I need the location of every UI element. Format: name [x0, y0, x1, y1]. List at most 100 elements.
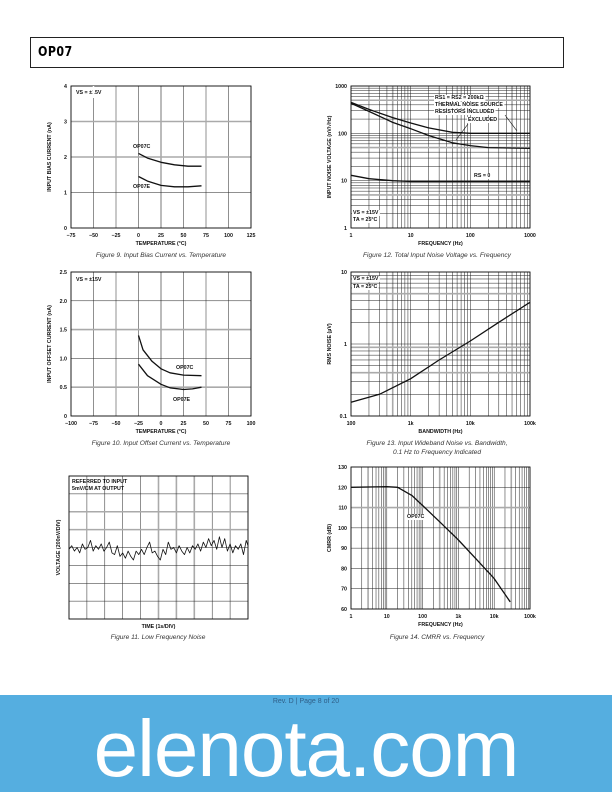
y-tick-label: 90: [341, 546, 347, 552]
figure-caption: Figure 13. Input Wideband Noise vs. Band…: [366, 440, 507, 447]
x-tick-label: 125: [247, 233, 256, 239]
chart-annotation: REFERRED TO INPUT: [72, 479, 128, 485]
y-tick-label: 1: [344, 342, 347, 348]
x-tick-label: 1k: [455, 614, 461, 620]
figure-caption-line2: 0.1 Hz to Frequency Indicated: [393, 449, 481, 456]
figure-caption: Figure 10. Input Offset Current vs. Temp…: [92, 440, 231, 447]
chart-annotation: OP07C: [176, 365, 194, 371]
chart-annotation: VS = ±15V: [353, 276, 379, 282]
series-line-0: [137, 335, 202, 377]
x-tick-label: −75: [89, 421, 98, 427]
chart-figure-12: 1 10 100 1000 1 10 100 1000 FREQUENCY (Hz) INPUT …: [326, 84, 536, 259]
y-tick-label: 0.1: [340, 414, 347, 420]
annotation-background: [473, 173, 492, 179]
annotation-background: [352, 210, 380, 216]
annotation-background: [352, 217, 379, 223]
chart-annotation: OP07C: [407, 514, 425, 520]
x-tick-label: −50: [112, 421, 121, 427]
annotation-background: [434, 95, 486, 101]
x-tick-label: 0: [137, 233, 140, 239]
x-tick-label: −25: [112, 233, 121, 239]
x-tick-label: 75: [203, 233, 209, 239]
arrow-included: [504, 114, 518, 132]
x-tick-label: 50: [203, 421, 209, 427]
x-tick-label: 100: [247, 421, 256, 427]
x-tick-label: 25: [181, 421, 187, 427]
x-tick-label: 10: [384, 614, 390, 620]
x-tick-label: 100: [418, 614, 427, 620]
x-tick-label: 1k: [408, 421, 414, 427]
annotation-background: [434, 102, 505, 108]
y-tick-label: 1: [344, 226, 347, 232]
x-axis-label: FREQUENCY (Hz): [418, 622, 463, 628]
annotation-background: [406, 514, 426, 520]
y-tick-label: 120: [338, 485, 347, 491]
plot-frame: [350, 85, 531, 229]
series-line-2: [350, 174, 530, 183]
y-tick-label: 4: [64, 84, 67, 90]
chart-annotation: VS = ±15V: [76, 277, 102, 283]
y-tick-label: 0: [64, 226, 67, 232]
chart-annotation: THERMAL NOISE SOURCE: [435, 102, 503, 108]
plot-frame: [350, 466, 531, 610]
chart-annotation: RS1 = RS2 = 200kΩ: [435, 95, 484, 101]
x-tick-label: 50: [181, 233, 187, 239]
x-tick-label: 1: [350, 233, 353, 239]
series-line-0: [68, 536, 249, 561]
series-line-0: [350, 101, 530, 134]
annotation-background: [352, 276, 380, 282]
y-axis-label: INPUT OFFSET CURRENT (nA): [47, 305, 53, 383]
y-tick-label: 0.5: [60, 385, 67, 391]
series-line-1: [350, 102, 531, 150]
y-tick-label: 10: [341, 179, 347, 185]
x-tick-label: −50: [89, 233, 98, 239]
chart-annotation: OP07C: [133, 144, 151, 150]
figure-caption: Figure 11. Low Frequency Noise: [111, 634, 206, 641]
figure-caption: Figure 9. Input Bias Current vs. Tempera…: [96, 252, 227, 259]
series-line-1: [137, 363, 202, 391]
chart-figure-13: 100 1k 10k 100k 0.1 1 10 BANDWIDTH (Hz) RMS NOIS…: [327, 270, 536, 456]
chart-figure-11: TIME (1s/DIV) VOLTAGE (200nV/DIV) REFERRED…: [56, 475, 249, 641]
x-tick-label: 10k: [490, 614, 499, 620]
arrow-excluded: [455, 123, 469, 141]
chart-annotation: RS = 0: [474, 173, 490, 179]
x-axis-label: TIME (1s/DIV): [142, 624, 176, 630]
y-tick-label: 3: [64, 120, 67, 126]
x-tick-label: 1000: [524, 233, 536, 239]
x-tick-label: 10: [408, 233, 414, 239]
x-tick-label: 100: [466, 233, 475, 239]
x-tick-label: 100: [347, 421, 356, 427]
chart-annotation: OP07E: [133, 184, 151, 190]
chart-annotation: EXCLUDED: [468, 117, 497, 123]
y-tick-label: 100: [338, 131, 347, 137]
x-axis-label: TEMPERATURE (°C): [136, 241, 187, 247]
y-axis-label: CMRR (dB): [327, 524, 333, 552]
chart-figure-14: 1 10 100 1k 10k 100k60708090100110120130FREQU…: [327, 465, 536, 641]
x-axis-label: BANDWIDTH (Hz): [418, 429, 462, 435]
plot-frame: [350, 271, 531, 417]
y-tick-label: 1.0: [60, 356, 67, 362]
chart-annotation: RESISTORS INCLUDED: [435, 109, 495, 115]
x-tick-label: 100k: [524, 614, 536, 620]
y-tick-label: 80: [341, 566, 347, 572]
chart-figure-9: −75 −50 −25 0 25 50 75 100 125 0 1 2 3 4 TEMPERATURE (…: [47, 84, 255, 259]
part-number-title: OP07: [38, 45, 73, 60]
x-tick-label: 10k: [466, 421, 475, 427]
y-tick-label: 2: [64, 155, 67, 161]
series-line-0: [350, 301, 531, 403]
annotation-background: [467, 117, 499, 123]
header-box: OP07: [30, 37, 564, 68]
y-tick-label: 60: [341, 607, 347, 613]
chart-annotation: 5mV/CM AT OUTPUT: [72, 486, 125, 492]
x-tick-label: 100k: [524, 421, 536, 427]
chart-annotation: VS = ±15V: [353, 210, 379, 216]
y-tick-label: 2.5: [60, 270, 67, 276]
y-tick-label: 2.0: [60, 299, 67, 305]
x-tick-label: 100: [224, 233, 233, 239]
chart-annotation: TA = 25°C: [353, 284, 378, 290]
plot-frame: [70, 85, 252, 229]
figure-caption: Figure 14. CMRR vs. Frequency: [390, 634, 485, 641]
annotation-background: [352, 284, 379, 290]
annotation-background: [434, 109, 496, 115]
